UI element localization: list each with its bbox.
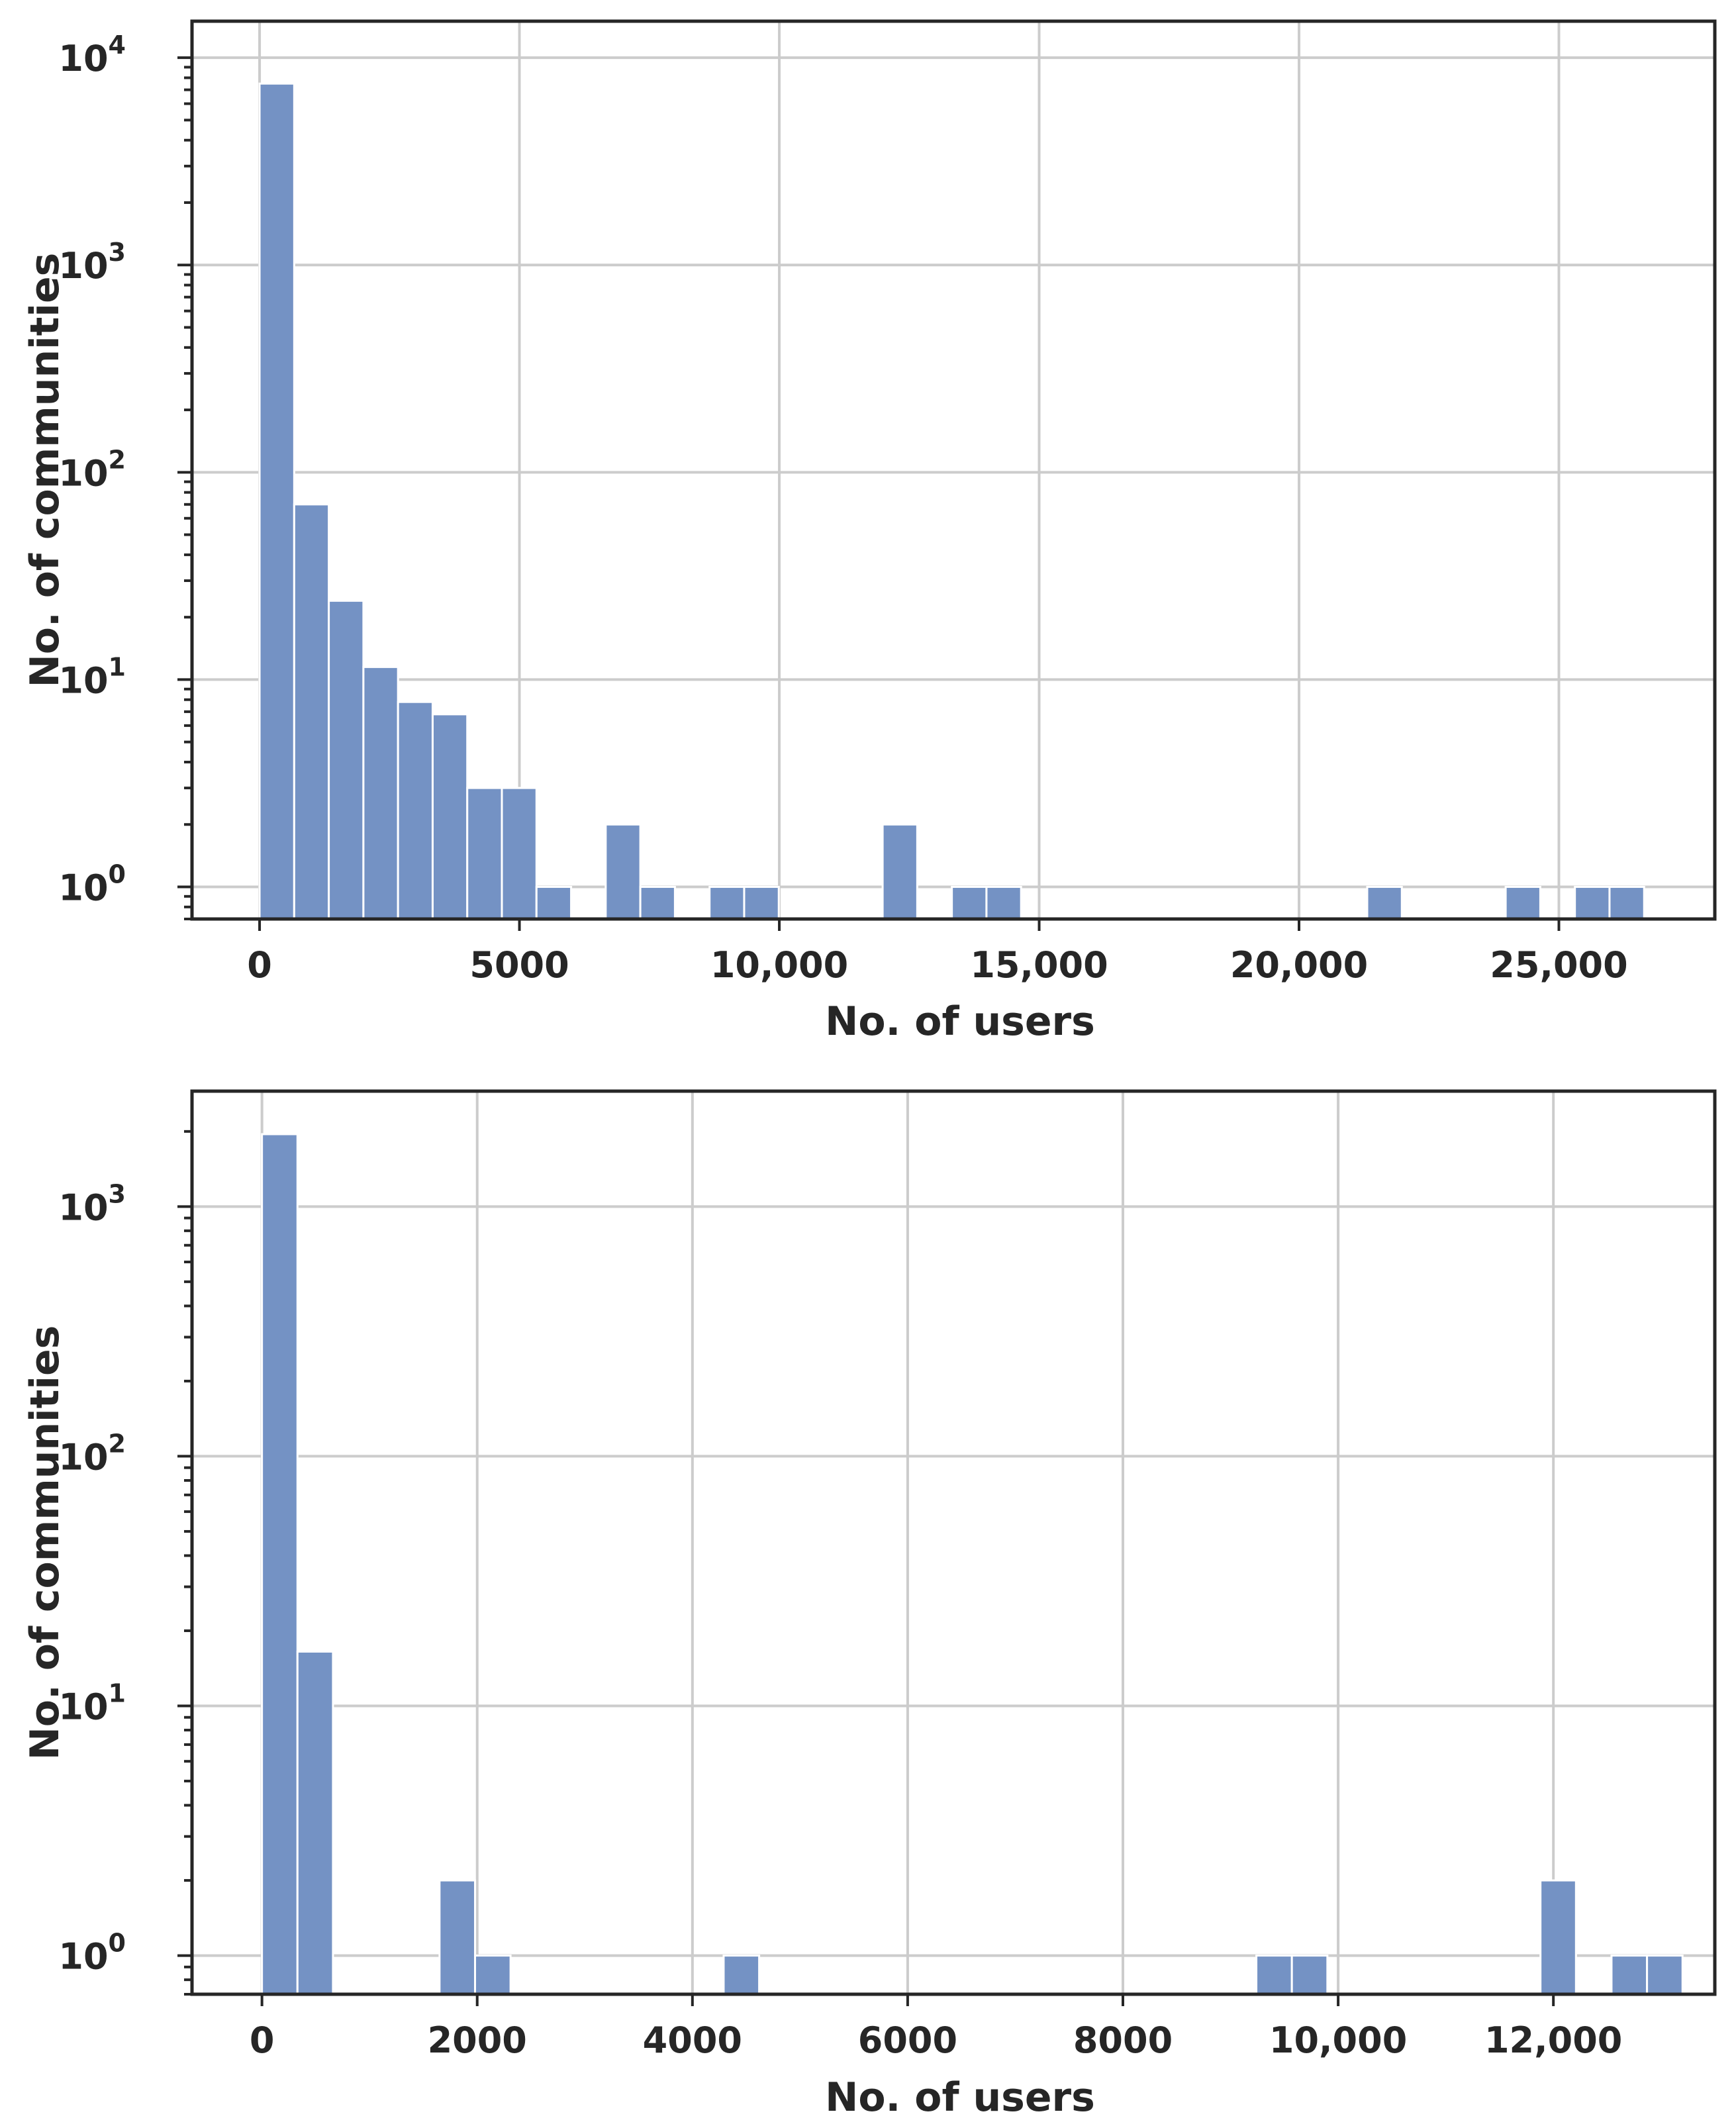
histogram-bar [722,1955,761,1996]
histogram-bar [1608,886,1645,920]
x-axis-label: No. of users [825,998,1095,1045]
histogram-bar [431,713,469,920]
x-tick-label: 5000 [469,944,569,986]
histogram-bar [604,823,642,920]
x-tick-label: 12,000 [1484,2019,1622,2061]
y-tick-label: 102 [58,445,126,494]
y-tick-base: 10 [58,1936,108,1978]
histogram-bar [1290,1955,1329,1996]
chart-1: 0 5000 10,000 15,000 20,000 25,00010010110210… [22,19,1717,1045]
histogram-bar [1610,1955,1649,1996]
histogram-bar [985,886,1022,920]
histogram-bar [951,886,988,920]
y-tick-label: 100 [58,1929,126,1978]
x-tick-label: 2000 [428,2019,527,2061]
y-tick-base: 10 [58,38,108,79]
y-tick-base: 10 [58,867,108,909]
x-tick-label: 20,000 [1230,944,1368,986]
y-tick-exponent: 1 [109,1679,126,1708]
histogram-bar [466,787,503,920]
plot-frame [190,19,1717,921]
histogram-bar [1504,886,1541,920]
y-tick-base: 10 [58,1436,108,1478]
y-tick-label: 101 [58,1679,126,1728]
plot-frame [190,1089,1717,1996]
y-tick-base: 10 [58,1686,108,1728]
y-tick-label: 100 [58,860,126,909]
y-tick-exponent: 3 [109,238,126,267]
x-tick-label: 0 [250,2019,275,2061]
histogram-bar [1255,1955,1293,1996]
x-axis-label: No. of users [825,2074,1095,2121]
histogram-bar [397,701,434,920]
y-tick-label: 103 [58,238,126,287]
histogram-bar [1539,1879,1577,1996]
y-tick-label: 104 [58,30,126,79]
y-tick-label: 101 [58,652,126,701]
histogram-bar [1574,886,1611,920]
histogram-bar [708,886,746,920]
y-axis-label: No. of communities [22,1326,68,1761]
histogram-bar [438,1879,476,1996]
histogram-bar [1366,886,1403,920]
x-tick-label: 0 [247,944,272,986]
y-tick-label: 103 [58,1179,126,1228]
y-tick-exponent: 0 [109,860,126,889]
x-tick-label: 25,000 [1490,944,1627,986]
histogram-bar [639,886,676,920]
x-tick-label: 8000 [1073,2019,1173,2061]
x-tick-label: 10,000 [710,944,848,986]
histogram-bar [328,599,365,920]
histogram-bar [1646,1955,1684,1996]
x-tick-label: 15,000 [970,944,1108,986]
x-tick-label: 6000 [858,2019,957,2061]
y-tick-exponent: 0 [109,1929,126,1958]
histogram-bar [293,503,330,920]
y-tick-exponent: 3 [109,1179,126,1208]
histogram-bar [743,886,780,920]
y-axis-label: No. of communities [22,253,68,688]
histogram-bar [881,823,918,920]
x-tick-label: 10,000 [1269,2019,1407,2061]
histogram-bar [501,787,538,920]
y-tick-exponent: 2 [109,445,126,474]
y-tick-exponent: 2 [109,1429,126,1458]
y-tick-exponent: 4 [109,30,126,60]
y-tick-exponent: 1 [109,652,126,681]
histogram-bar [296,1651,334,1996]
histogram-bar [535,886,573,920]
y-tick-base: 10 [58,452,108,494]
chart-2: 0 2000 4000 6000 8000 10,000 12,00010010110210… [22,1089,1717,2121]
histogram-bar [362,665,399,920]
y-tick-base: 10 [58,659,108,701]
y-tick-base: 10 [58,1186,108,1228]
histogram-bar [261,1133,299,1996]
histogram-bar [258,82,295,920]
x-tick-label: 4000 [643,2019,742,2061]
y-tick-label: 102 [58,1429,126,1478]
y-tick-base: 10 [58,245,108,287]
histogram-bar [473,1955,512,1996]
